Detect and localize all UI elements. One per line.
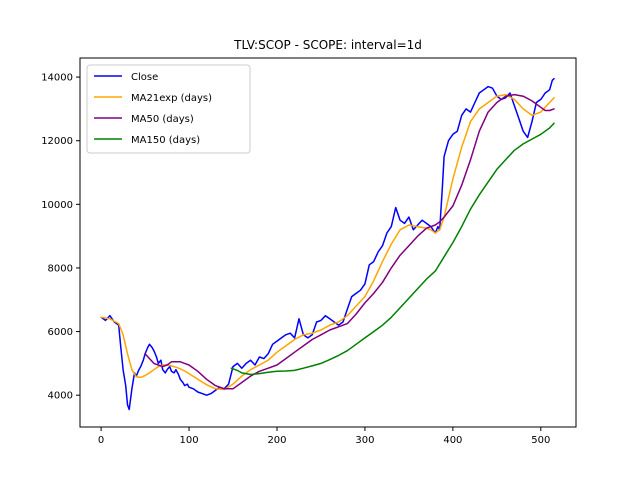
legend-label-2: MA50 (days)	[131, 114, 194, 125]
series-line-2	[144, 93, 555, 390]
y-tick-label-2: 8000	[48, 263, 73, 274]
series-line-1	[100, 93, 555, 391]
legend-box	[86, 64, 251, 154]
x-tick-label-4: 400	[443, 435, 462, 446]
y-tick-label-4: 12000	[41, 136, 73, 147]
chart-title: TLV:SCOP - SCOPE: interval=1d	[233, 38, 422, 52]
legend-label-3: MA150 (days)	[131, 135, 200, 146]
legend: Close MA21exp (days) MA50 (days) MA150 (day…	[86, 64, 251, 154]
legend-label-0: Close	[131, 72, 158, 83]
x-tick-label-5: 500	[531, 435, 550, 446]
x-tick-label-0: 0	[98, 435, 104, 446]
y-tick-label-0: 4000	[48, 391, 73, 402]
y-tick-label-1: 6000	[48, 327, 73, 338]
x-tick-label-3: 300	[355, 435, 374, 446]
plot-frame	[79, 57, 577, 428]
y-tick-label-5: 14000	[41, 73, 73, 84]
series-line-0	[100, 77, 555, 411]
series-line-3	[230, 122, 555, 376]
legend-label-1: MA21exp (days)	[131, 93, 212, 104]
x-tick-label-1: 100	[180, 435, 199, 446]
y-tick-label-3: 10000	[41, 200, 73, 211]
series-group	[100, 77, 555, 411]
axes-group: 0 100 200 300 400 500 4000 6000 8000 10000 12000 14…	[41, 73, 550, 446]
x-tick-label-2: 200	[267, 435, 286, 446]
